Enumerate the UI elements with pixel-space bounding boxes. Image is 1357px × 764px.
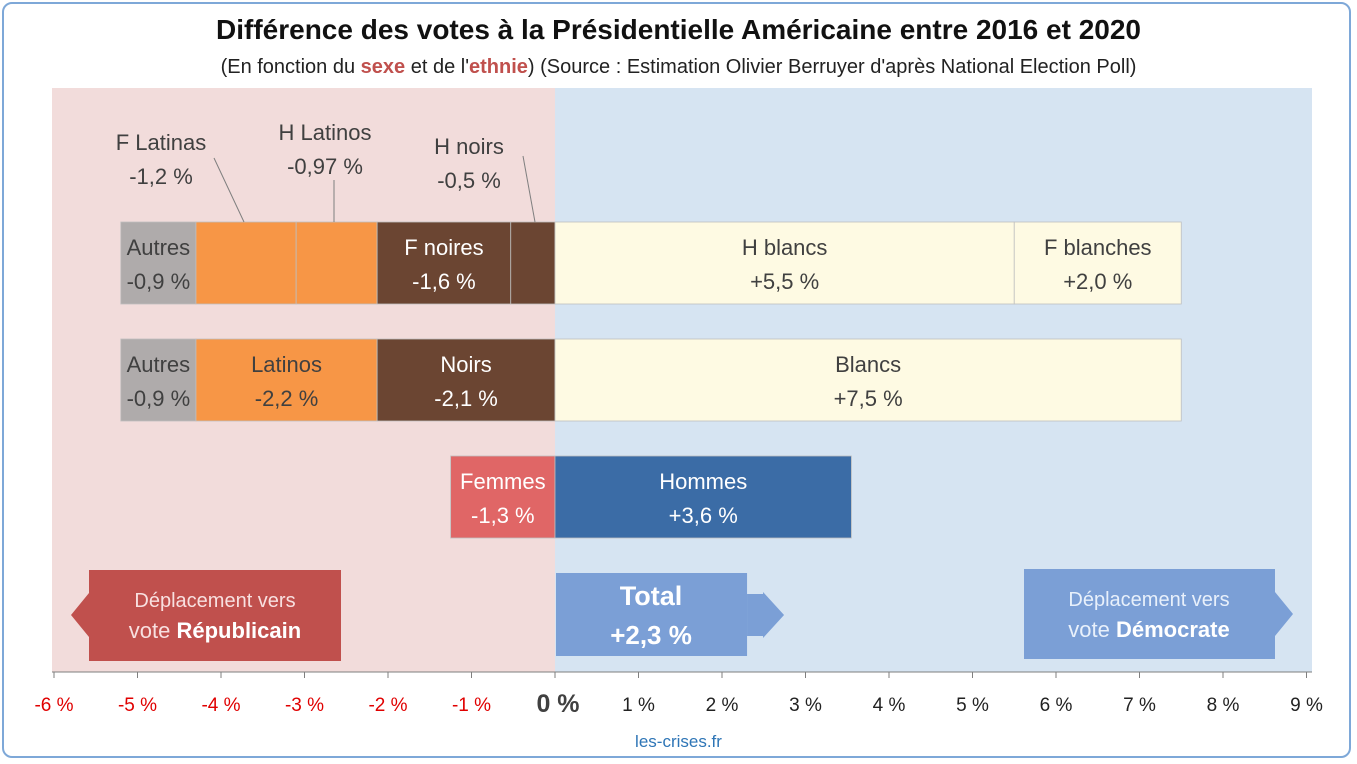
- bar-h-latinos: [295, 221, 378, 305]
- bar-name-label: F blanches: [1044, 235, 1152, 260]
- bar-value-label: -1,3 %: [471, 503, 535, 528]
- total-name-label: Total: [620, 581, 683, 611]
- x-tick-label: -4 %: [201, 695, 240, 716]
- bar-f-noires: [376, 221, 512, 305]
- total-value-label: +2,3 %: [610, 620, 692, 650]
- bar-value-label: +5,5 %: [750, 269, 819, 294]
- subtitle-ethnie: ethnie: [469, 56, 528, 78]
- x-tick-label: 9 %: [1290, 695, 1323, 716]
- republican-box-line2: vote Républicain: [129, 618, 301, 643]
- bar-name-label: Blancs: [835, 352, 901, 377]
- bar-value-label: +2,0 %: [1063, 269, 1132, 294]
- bar-hommes: [554, 455, 852, 539]
- x-tick-label: 8 %: [1207, 695, 1240, 716]
- bar-h-noirs: [510, 221, 556, 305]
- x-tick-label: 0 %: [536, 690, 579, 718]
- x-tick-label: 1 %: [622, 695, 655, 716]
- x-tick-label: -1 %: [452, 695, 491, 716]
- bar-value-label: -1,6 %: [412, 269, 476, 294]
- callout-value-label: -0,97 %: [287, 154, 363, 179]
- bar-name-label: Latinos: [251, 352, 322, 377]
- subtitle-prefix: (En fonction du: [220, 56, 361, 78]
- total-arrow: [747, 592, 785, 638]
- x-tick-label: 6 %: [1040, 695, 1073, 716]
- x-tick-label: -3 %: [285, 695, 324, 716]
- callout-name-label: H noirs: [434, 134, 504, 159]
- subtitle-middle: et de l': [405, 56, 470, 78]
- bar-name-label: Autres: [127, 235, 191, 260]
- bar-h-blancs: [554, 221, 1015, 305]
- bar-name-label: Autres: [127, 352, 191, 377]
- bar-value-label: -2,2 %: [255, 386, 319, 411]
- democrat-shift-box: [1024, 569, 1293, 659]
- bar-value-label: -2,1 %: [434, 386, 498, 411]
- bar-f-latinas: [195, 221, 297, 305]
- bar-name-label: Noirs: [440, 352, 491, 377]
- bar-autres: [120, 221, 197, 305]
- bar-latinos: [195, 338, 378, 422]
- total-box: [556, 573, 748, 656]
- bar-value-label: -0,9 %: [127, 386, 191, 411]
- democrat-box-line2: vote Démocrate: [1068, 617, 1229, 642]
- x-tick-label: -6 %: [34, 695, 73, 716]
- republican-shift-box: [71, 570, 341, 661]
- x-tick-label: 3 %: [789, 695, 822, 716]
- chart-title: Différence des votes à la Présidentielle…: [216, 14, 1141, 45]
- bar-value-label: +3,6 %: [669, 503, 738, 528]
- bar-value-label: +7,5 %: [834, 386, 903, 411]
- bar-name-label: Femmes: [460, 469, 546, 494]
- bar-name-label: H blancs: [742, 235, 828, 260]
- chart-subtitle: (En fonction du sexe et de l'ethnie) (So…: [0, 56, 1357, 79]
- x-tick-label: 4 %: [873, 695, 906, 716]
- bar-name-label: Hommes: [659, 469, 747, 494]
- subtitle-suffix: ) (Source : Estimation Olivier Berruyer …: [527, 56, 1137, 78]
- callout-value-label: -0,5 %: [437, 168, 501, 193]
- subtitle-sexe: sexe: [360, 56, 406, 78]
- callout-value-label: -1,2 %: [129, 164, 193, 189]
- republican-box-line1: Déplacement vers: [134, 590, 295, 612]
- callout-leader-line: [522, 155, 536, 223]
- democrat-box-line1: Déplacement vers: [1068, 589, 1229, 611]
- footer-source: les-crises.fr: [635, 732, 722, 751]
- bar-value-label: -0,9 %: [127, 269, 191, 294]
- bar-autres: [120, 338, 197, 422]
- bar-name-label: F noires: [404, 235, 483, 260]
- x-tick-label: 2 %: [706, 695, 739, 716]
- x-tick-label: 7 %: [1123, 695, 1156, 716]
- x-tick-label: -5 %: [118, 695, 157, 716]
- bar-blancs: [554, 338, 1182, 422]
- bar-f-blanches: [1013, 221, 1182, 305]
- x-tick-label: -2 %: [368, 695, 407, 716]
- x-tick-label: 5 %: [956, 695, 989, 716]
- callout-name-label: F Latinas: [116, 130, 207, 155]
- callout-name-label: H Latinos: [279, 120, 372, 145]
- callout-leader-line: [213, 157, 245, 223]
